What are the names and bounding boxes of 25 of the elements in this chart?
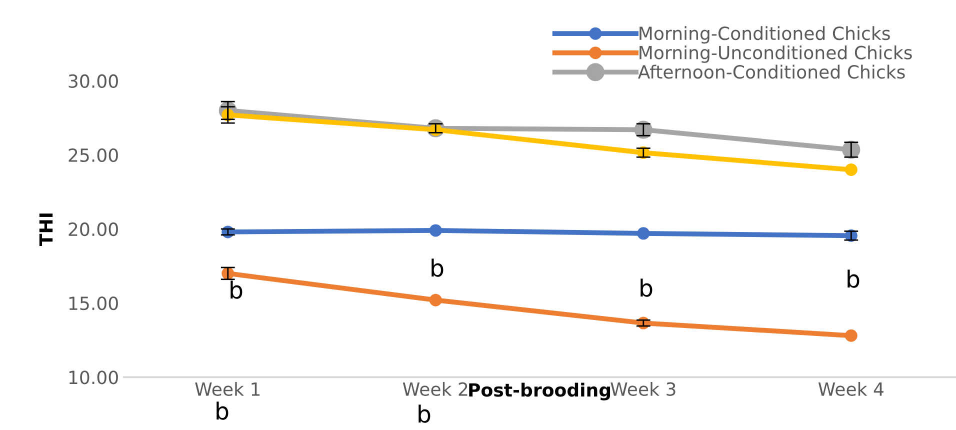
y-tick-label: 30.00 (68, 74, 118, 88)
annotation: b (432, 258, 444, 277)
annotation: b (848, 270, 860, 288)
x-tick-label: Week 3 (610, 382, 676, 396)
x-tick-label: Week 2 (402, 382, 468, 396)
text: b (216, 402, 228, 420)
y-tick-label: 10.00 (69, 370, 118, 384)
y-axis-title: THI (39, 214, 53, 246)
legend-label: Morning-Unconditioned Chicks (640, 45, 912, 63)
x-tick-label: Week 1 (195, 382, 260, 396)
legend-label: Morning-Conditioned Chicks (640, 26, 890, 44)
annotation: b (640, 278, 652, 297)
text: b (418, 404, 430, 423)
y-tick-label: 25.00 (68, 148, 118, 162)
point (844, 163, 858, 176)
point (429, 224, 442, 237)
y-tick-label: 20.00 (68, 222, 118, 236)
x-axis-title: Post-brooding (469, 382, 610, 400)
y-tick-label: 15.00 (69, 296, 118, 310)
annotation: b (230, 280, 242, 299)
point (844, 329, 858, 342)
point (429, 294, 442, 306)
point (637, 227, 650, 240)
legend-label: Afternoon-Conditioned Chicks (638, 64, 905, 79)
x-tick-label: Week 4 (818, 382, 884, 396)
